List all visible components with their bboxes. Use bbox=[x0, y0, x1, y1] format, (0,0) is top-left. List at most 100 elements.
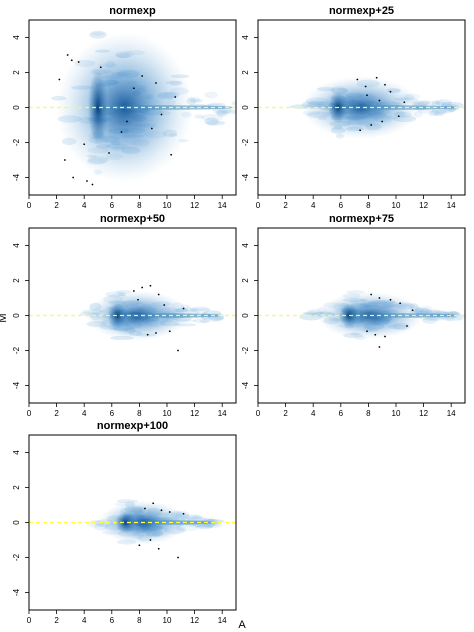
data-point bbox=[384, 83, 386, 86]
data-point bbox=[120, 131, 123, 133]
density-blob bbox=[201, 522, 223, 529]
density-blob bbox=[206, 120, 226, 126]
data-point bbox=[99, 66, 102, 69]
x-tick-label: 0 bbox=[27, 409, 32, 418]
y-tick-label: 2 bbox=[12, 278, 21, 283]
y-tick-label: 4 bbox=[12, 243, 21, 248]
density-blob bbox=[433, 112, 445, 117]
data-point bbox=[138, 544, 141, 547]
data-point bbox=[72, 176, 75, 179]
data-point bbox=[83, 143, 86, 146]
y-axis-label: M bbox=[0, 313, 9, 322]
x-tick-label: 14 bbox=[218, 201, 227, 210]
panel-5: normexp+100 0 2 4 6 8 10 12 14 4 2 0 -2 -4 bbox=[12, 420, 237, 625]
x-tick-label: 14 bbox=[447, 409, 456, 418]
y-tick-label: -2 bbox=[241, 346, 250, 354]
x-tick-label: 14 bbox=[447, 201, 456, 210]
density-blob bbox=[436, 100, 446, 107]
x-tick-label: 4 bbox=[82, 409, 87, 418]
x-tick-label: 4 bbox=[311, 201, 316, 210]
panel-title: normexp+75 bbox=[329, 213, 394, 225]
x-tick-label: 12 bbox=[419, 409, 428, 418]
density-blob bbox=[204, 91, 218, 99]
x-tick-label: 12 bbox=[190, 201, 199, 210]
x-tick-label: 6 bbox=[110, 616, 115, 625]
density-blob bbox=[441, 316, 464, 322]
x-tick-label: 0 bbox=[27, 616, 32, 625]
panel-3: normexp+50 0 2 4 6 8 10 12 14 4 2 0 -2 -4 bbox=[12, 213, 237, 418]
density-blob bbox=[191, 514, 202, 523]
density-tail bbox=[98, 105, 236, 110]
data-point bbox=[366, 330, 368, 333]
density-blob bbox=[220, 109, 236, 114]
x-axis-label: A bbox=[238, 619, 246, 631]
y-tick-label: 2 bbox=[12, 485, 21, 490]
data-point bbox=[182, 512, 185, 515]
panel-1: normexp 0 2 4 6 8 10 12 14 4 2 0 -2 -4 bbox=[12, 5, 237, 210]
x-tick-label: 2 bbox=[54, 409, 59, 418]
y-tick-label: -4 bbox=[241, 173, 250, 181]
y-tick-label: 4 bbox=[241, 35, 250, 40]
panel-title: normexp+100 bbox=[97, 420, 168, 432]
panel-title: normexp+50 bbox=[100, 213, 165, 225]
data-point bbox=[58, 78, 61, 81]
y-tick-label: -2 bbox=[12, 346, 21, 354]
x-tick-label: 12 bbox=[419, 201, 428, 210]
x-tick-label: 6 bbox=[110, 409, 115, 418]
density-blob bbox=[422, 317, 445, 321]
data-point bbox=[70, 59, 73, 62]
data-point bbox=[378, 99, 381, 102]
data-point bbox=[163, 304, 166, 306]
density-blob bbox=[215, 109, 226, 116]
data-point bbox=[141, 75, 144, 77]
data-point bbox=[86, 180, 88, 182]
data-point bbox=[384, 335, 386, 338]
data-point bbox=[364, 85, 367, 88]
data-point bbox=[381, 120, 384, 123]
y-tick-label: -2 bbox=[12, 553, 21, 561]
y-tick-label: -4 bbox=[12, 173, 21, 181]
y-tick-label: 4 bbox=[241, 243, 250, 248]
data-point bbox=[366, 94, 368, 97]
data-point bbox=[149, 539, 152, 541]
data-point bbox=[389, 298, 392, 301]
x-tick-label: 2 bbox=[54, 201, 59, 210]
density-blob bbox=[231, 101, 236, 106]
y-tick-label: 0 bbox=[241, 313, 250, 318]
density-blob bbox=[435, 99, 453, 107]
y-tick-label: -2 bbox=[12, 138, 21, 146]
density-blob bbox=[196, 524, 213, 530]
x-tick-label: 10 bbox=[163, 409, 172, 418]
density-blob bbox=[429, 107, 448, 115]
data-point bbox=[370, 293, 373, 296]
data-point bbox=[155, 332, 157, 334]
density-blob bbox=[185, 523, 207, 528]
y-tick-label: 4 bbox=[12, 450, 21, 455]
density-cloud bbox=[29, 499, 236, 559]
x-tick-label: 10 bbox=[163, 616, 172, 625]
density-blob bbox=[204, 117, 219, 126]
y-tick-label: 2 bbox=[241, 70, 250, 75]
data-point bbox=[177, 349, 179, 352]
data-point bbox=[406, 325, 408, 327]
x-tick-label: 4 bbox=[311, 409, 316, 418]
data-point bbox=[378, 297, 381, 299]
data-point bbox=[77, 61, 80, 63]
y-tick-label: -4 bbox=[241, 381, 250, 389]
x-tick-label: 12 bbox=[190, 616, 199, 625]
density-cloud bbox=[258, 289, 465, 348]
density-blob bbox=[192, 317, 211, 324]
data-point bbox=[160, 113, 163, 116]
x-tick-label: 6 bbox=[339, 409, 344, 418]
density-cloud bbox=[29, 30, 236, 186]
density-blob bbox=[422, 317, 438, 324]
x-tick-label: 0 bbox=[256, 201, 261, 210]
x-tick-label: 4 bbox=[82, 201, 87, 210]
density-blob bbox=[216, 108, 229, 117]
density-blob bbox=[440, 101, 452, 106]
data-point bbox=[182, 307, 185, 310]
y-tick-label: 0 bbox=[12, 105, 21, 110]
data-point bbox=[411, 309, 414, 312]
x-tick-label: 2 bbox=[54, 616, 59, 625]
